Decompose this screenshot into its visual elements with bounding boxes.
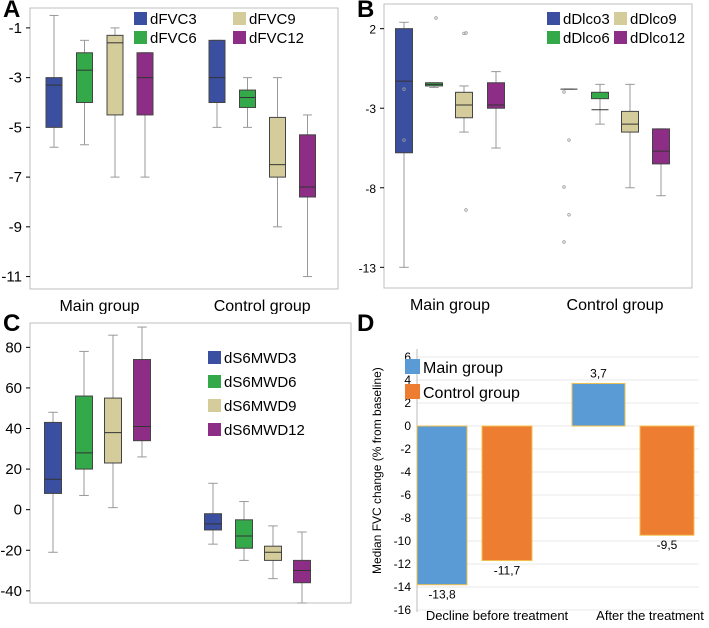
svg-text:-8: -8 (400, 511, 411, 525)
svg-text:-11,7: -11,7 (494, 564, 521, 578)
svg-text:3,7: 3,7 (590, 366, 607, 380)
svg-text:-9,5: -9,5 (657, 538, 678, 552)
svg-text:-3: -3 (9, 70, 22, 87)
svg-text:20: 20 (5, 461, 22, 478)
svg-text:0: 0 (14, 502, 22, 519)
svg-text:2: 2 (369, 23, 376, 37)
svg-text:60: 60 (5, 380, 22, 397)
svg-text:-11: -11 (1, 269, 22, 286)
svg-text:-4: -4 (400, 465, 411, 479)
svg-text:-16: -16 (394, 603, 412, 617)
svg-text:-7: -7 (9, 169, 22, 186)
svg-text:After the treatment: After the treatment (596, 608, 704, 623)
svg-text:-2: -2 (400, 442, 411, 456)
svg-text:-12: -12 (394, 557, 412, 571)
svg-text:40: 40 (5, 421, 22, 438)
svg-text:Control group: Control group (214, 298, 311, 314)
svg-text:-10: -10 (394, 534, 412, 548)
svg-text:-6: -6 (400, 488, 411, 502)
svg-text:-8: -8 (365, 182, 376, 196)
svg-text:Decline before treatment: Decline before treatment (426, 608, 569, 623)
svg-text:-20: -20 (0, 542, 22, 559)
svg-text:-3: -3 (365, 102, 376, 116)
svg-text:-13: -13 (359, 261, 377, 275)
svg-text:-13,8: -13,8 (428, 588, 456, 602)
svg-text:Main group: Main group (59, 298, 139, 314)
svg-text:0: 0 (404, 419, 411, 433)
svg-text:Main group: Main group (410, 297, 490, 314)
svg-text:-9: -9 (9, 219, 22, 236)
svg-text:-5: -5 (9, 119, 22, 136)
svg-text:-40: -40 (0, 583, 22, 600)
svg-text:-14: -14 (394, 580, 412, 594)
svg-text:Control group: Control group (567, 297, 664, 314)
svg-text:80: 80 (5, 339, 22, 356)
